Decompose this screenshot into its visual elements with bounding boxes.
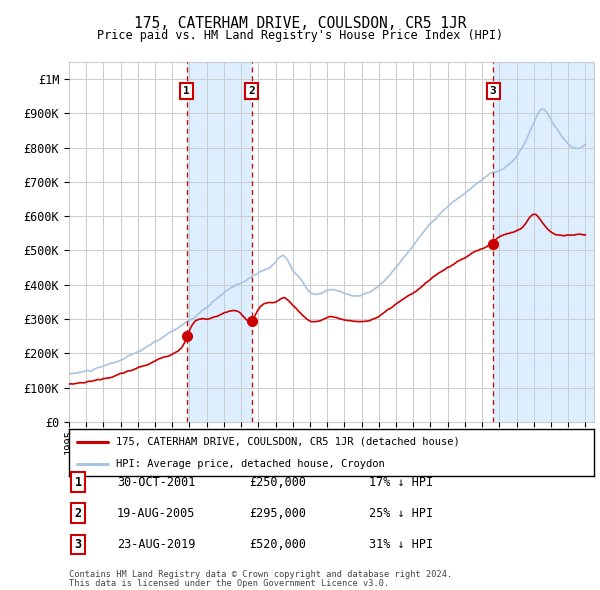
Text: 19-AUG-2005: 19-AUG-2005 — [117, 507, 196, 520]
Text: Contains HM Land Registry data © Crown copyright and database right 2024.: Contains HM Land Registry data © Crown c… — [69, 570, 452, 579]
Text: 3: 3 — [74, 538, 82, 551]
Text: £250,000: £250,000 — [249, 476, 306, 489]
Text: Price paid vs. HM Land Registry's House Price Index (HPI): Price paid vs. HM Land Registry's House … — [97, 30, 503, 42]
Text: 31% ↓ HPI: 31% ↓ HPI — [369, 538, 433, 551]
Bar — [493, 62, 594, 422]
Text: 2: 2 — [248, 86, 256, 96]
Text: 2: 2 — [74, 507, 82, 520]
Text: 175, CATERHAM DRIVE, COULSDON, CR5 1JR: 175, CATERHAM DRIVE, COULSDON, CR5 1JR — [134, 16, 466, 31]
Text: £520,000: £520,000 — [249, 538, 306, 551]
Text: 23-AUG-2019: 23-AUG-2019 — [117, 538, 196, 551]
Text: 1: 1 — [74, 476, 82, 489]
Text: 25% ↓ HPI: 25% ↓ HPI — [369, 507, 433, 520]
Text: 3: 3 — [490, 86, 497, 96]
Text: £295,000: £295,000 — [249, 507, 306, 520]
Text: This data is licensed under the Open Government Licence v3.0.: This data is licensed under the Open Gov… — [69, 579, 389, 588]
Text: 175, CATERHAM DRIVE, COULSDON, CR5 1JR (detached house): 175, CATERHAM DRIVE, COULSDON, CR5 1JR (… — [116, 437, 460, 447]
Text: HPI: Average price, detached house, Croydon: HPI: Average price, detached house, Croy… — [116, 460, 385, 469]
Text: 17% ↓ HPI: 17% ↓ HPI — [369, 476, 433, 489]
Text: 1: 1 — [183, 86, 190, 96]
Bar — [187, 62, 252, 422]
Text: 30-OCT-2001: 30-OCT-2001 — [117, 476, 196, 489]
